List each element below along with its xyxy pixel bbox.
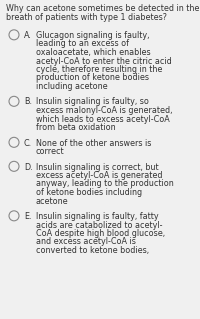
Text: production of ketone bodies: production of ketone bodies [36,73,149,83]
Text: including acetone: including acetone [36,82,108,91]
Text: and excess acetyl-CoA is: and excess acetyl-CoA is [36,238,136,247]
Text: leading to an excess of: leading to an excess of [36,40,129,48]
Text: acids are catabolized to acetyl-: acids are catabolized to acetyl- [36,220,162,229]
Text: excess malonyl-CoA is generated,: excess malonyl-CoA is generated, [36,106,172,115]
Text: of ketone bodies including: of ketone bodies including [36,188,142,197]
Text: Insulin signaling is faulty, fatty: Insulin signaling is faulty, fatty [36,212,159,221]
Text: acetyl-CoA to enter the citric acid: acetyl-CoA to enter the citric acid [36,56,172,65]
Text: None of the other answers is: None of the other answers is [36,138,151,147]
Text: C.: C. [24,138,32,147]
Text: which leads to excess acetyl-CoA: which leads to excess acetyl-CoA [36,115,170,123]
Text: Glucagon signaling is faulty,: Glucagon signaling is faulty, [36,31,150,40]
Text: acetone: acetone [36,197,69,205]
Text: A.: A. [24,31,32,40]
Text: Why can acetone sometimes be detected in the: Why can acetone sometimes be detected in… [6,4,199,13]
Text: converted to ketone bodies,: converted to ketone bodies, [36,246,149,255]
Text: oxaloacetate, which enables: oxaloacetate, which enables [36,48,151,57]
Text: correct: correct [36,147,65,156]
Text: Insulin signaling is faulty, so: Insulin signaling is faulty, so [36,98,149,107]
Text: from beta oxidation: from beta oxidation [36,123,116,132]
Text: B.: B. [24,98,32,107]
Text: breath of patients with type 1 diabetes?: breath of patients with type 1 diabetes? [6,13,167,23]
Text: E.: E. [24,212,32,221]
Text: CoA despite high blood glucose,: CoA despite high blood glucose, [36,229,165,238]
Text: cycle, therefore resulting in the: cycle, therefore resulting in the [36,65,162,74]
Text: anyway, leading to the production: anyway, leading to the production [36,180,174,189]
Text: Insulin signaling is correct, but: Insulin signaling is correct, but [36,162,159,172]
Text: D.: D. [24,162,33,172]
Text: excess acetyl-CoA is generated: excess acetyl-CoA is generated [36,171,162,180]
